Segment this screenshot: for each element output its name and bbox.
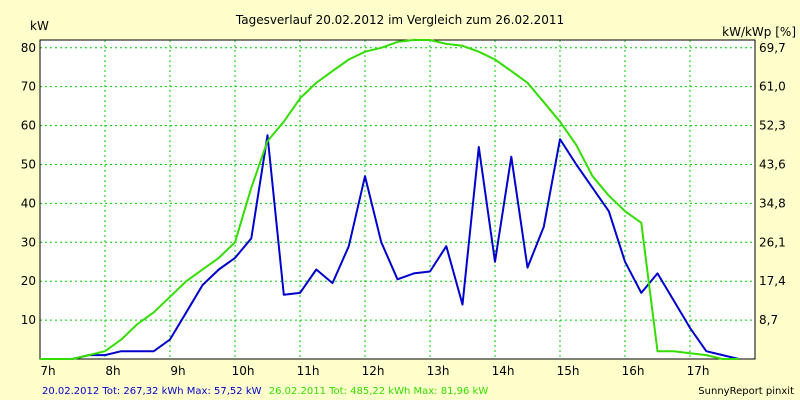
x-tick-label: 14h: [492, 364, 515, 378]
left-axis-unit: kW: [30, 19, 49, 33]
series-line-2: [40, 39, 739, 360]
x-tick-label: 12h: [362, 364, 385, 378]
y-tick-label-right: 52,3: [759, 119, 786, 133]
y-tick-label-left: 80: [21, 41, 36, 55]
x-tick-label: 11h: [297, 364, 320, 378]
brand-label: SunnyReport pinxit: [698, 386, 794, 397]
y-tick-label-right: 34,8: [759, 196, 786, 210]
y-tick-label-right: 17,4: [759, 274, 786, 288]
y-tick-label-right: 8,7: [759, 313, 778, 327]
y-tick-label-left: 10: [21, 313, 36, 327]
svg-text:20.02.2012 Tot: 267,32 kWh Max: 20.02.2012 Tot: 267,32 kWh Max: 57,52 kW…: [42, 386, 488, 397]
x-tick-label: 15h: [557, 364, 580, 378]
series2-summary: 26.02.2011 Tot: 485,22 kWh Max: 81,96 kW: [269, 386, 489, 397]
y-tick-label-right: 61,0: [759, 80, 786, 94]
x-tick-label: 17h: [687, 364, 710, 378]
y-tick-label-left: 50: [21, 157, 36, 171]
plot-frame: [39, 39, 756, 360]
x-tick-label: 10h: [232, 364, 255, 378]
x-tick-label: 7h: [40, 364, 55, 378]
y-tick-label-left: 70: [21, 80, 36, 94]
x-tick-label: 8h: [105, 364, 120, 378]
x-tick-label: 16h: [622, 364, 645, 378]
plot-background: [40, 40, 755, 359]
right-axis-unit: kW/kWp [%]: [722, 25, 796, 39]
y-tick-label-left: 30: [21, 235, 36, 249]
y-tick-label-left: 40: [21, 196, 36, 210]
y-tick-label-right: 43,6: [759, 157, 786, 171]
chart-title: Tagesverlauf 20.02.2012 im Vergleich zum…: [235, 13, 564, 27]
x-tick-label: 13h: [427, 364, 450, 378]
y-tick-label-left: 60: [21, 119, 36, 133]
series1-summary: 20.02.2012 Tot: 267,32 kWh Max: 57,52 kW: [42, 386, 262, 397]
series-line-1: [40, 134, 740, 360]
plot-area: 7h 8h 9h 10h 11h 12h 13h 14h 15h 16h 17h 10 8,7 20 17,…: [21, 39, 786, 378]
y-tick-label-right: 26,1: [759, 235, 786, 249]
x-tick-label: 9h: [170, 364, 185, 378]
y-tick-label-right: 69,7: [759, 41, 786, 55]
y-tick-label-left: 20: [21, 274, 36, 288]
